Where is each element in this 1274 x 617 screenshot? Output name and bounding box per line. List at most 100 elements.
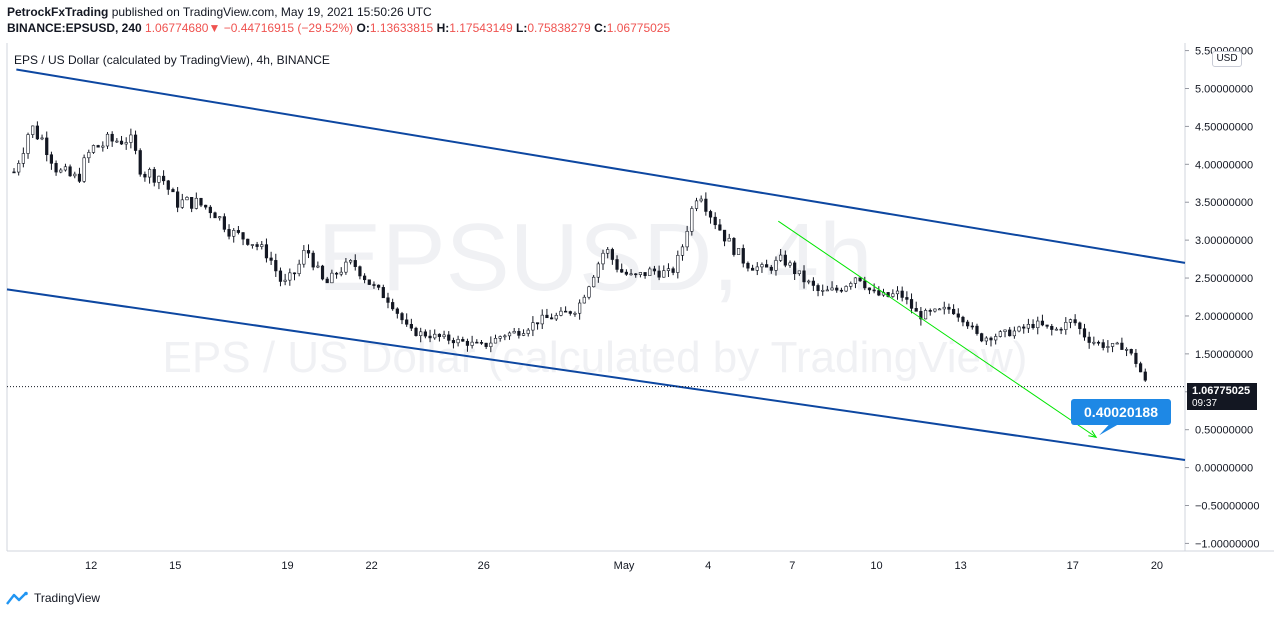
candle-down: [564, 310, 568, 313]
candle-down: [334, 272, 339, 275]
price-axis[interactable]: 5.500000005.000000004.500000004.00000000…: [1185, 46, 1260, 551]
candle-down: [643, 272, 647, 276]
close-value: 1.06775025: [606, 21, 671, 35]
candle-up: [101, 145, 105, 148]
candle-down: [133, 134, 138, 151]
x-tick-label: 10: [870, 560, 882, 572]
candle-down: [989, 337, 993, 341]
candle-down: [980, 333, 984, 342]
candle-up: [344, 261, 348, 273]
candle-down: [325, 278, 329, 284]
candle-up: [821, 289, 825, 292]
candle-down: [1082, 328, 1087, 338]
chart-frame: [6, 43, 1274, 552]
candle-up: [31, 125, 35, 135]
candle-up: [105, 133, 110, 147]
candle-down: [12, 171, 16, 174]
candle-down: [311, 252, 315, 268]
channel-lines[interactable]: [6, 68, 1186, 462]
candle-up: [629, 273, 633, 276]
x-tick-label: 26: [478, 560, 490, 572]
last-price-value: 1.06775025: [1192, 385, 1251, 397]
candle-down: [227, 229, 231, 237]
watermark-symbol: EPSUSD, 4h: [318, 204, 873, 311]
candle-up: [456, 339, 460, 344]
candle-up: [844, 286, 848, 292]
candle-up: [91, 145, 96, 153]
candle-up: [129, 134, 133, 143]
candle-down: [306, 250, 311, 254]
candle-down: [535, 322, 540, 325]
candle-down: [414, 327, 418, 336]
candle-down: [138, 150, 142, 175]
candle-down: [769, 266, 773, 271]
candle-down: [634, 273, 638, 276]
candle-down: [465, 340, 470, 346]
candle-down: [54, 163, 58, 173]
candle-down: [475, 341, 479, 344]
candle-up: [699, 198, 703, 202]
candle-down: [1138, 363, 1143, 373]
open-label: O:: [356, 21, 370, 35]
candle-up: [21, 153, 25, 164]
candle-down: [405, 319, 409, 325]
x-tick-label: 7: [789, 560, 795, 572]
candle-down: [1031, 323, 1035, 329]
projection-arrow[interactable]: [778, 220, 1121, 438]
candle-down: [610, 249, 614, 260]
candle-up: [601, 252, 605, 265]
candle-down: [152, 169, 156, 183]
candle-up: [87, 152, 91, 159]
candle-up: [521, 333, 526, 336]
candle-up: [1054, 328, 1059, 331]
candle-up: [73, 173, 77, 177]
y-tick-label: 2.50000000: [1195, 273, 1253, 285]
candle-down: [274, 260, 278, 272]
candle-up: [648, 268, 652, 276]
candle-down: [400, 313, 404, 321]
x-tick-label: 17: [1067, 560, 1079, 572]
candle-up: [470, 341, 474, 346]
author-name[interactable]: PetrockFxTrading: [7, 5, 109, 19]
candle-down: [708, 211, 713, 218]
currency-button[interactable]: USD: [1212, 51, 1242, 67]
candle-up: [830, 287, 834, 291]
candle-down: [620, 269, 624, 273]
candle-down: [909, 299, 914, 309]
last-price-tag: 1.06775025 09:37: [1187, 383, 1257, 410]
bar-countdown: 09:37: [1192, 398, 1218, 409]
candle-up: [442, 334, 446, 337]
candle-down: [1059, 328, 1063, 331]
candle-down: [213, 212, 217, 219]
candle-up: [283, 279, 287, 282]
candle-down: [437, 333, 442, 337]
candle-up: [685, 231, 689, 248]
candle-down: [367, 279, 371, 285]
candle-down: [292, 272, 297, 275]
candle-down: [671, 268, 675, 273]
candle-up: [736, 248, 741, 255]
candle-down: [783, 254, 787, 266]
candle-up: [26, 134, 30, 154]
target-callout[interactable]: 0.40020188: [1071, 399, 1171, 425]
symbol-label[interactable]: BINANCE:EPSUSD, 240: [7, 21, 142, 35]
tradingview-brand[interactable]: TradingView: [6, 591, 100, 605]
candle-down: [77, 173, 82, 182]
x-tick-label: 22: [365, 560, 377, 572]
candle-down: [377, 284, 381, 288]
candle-down: [816, 285, 820, 292]
candle-down: [872, 289, 876, 292]
candle-up: [587, 286, 591, 298]
candle-down: [68, 166, 72, 177]
candle-down: [320, 265, 325, 280]
candle-up: [507, 332, 512, 337]
time-axis[interactable]: 12 15 19 22 26 May 4 7 10 13 17 20: [85, 560, 1163, 572]
candle-down: [190, 197, 194, 209]
y-tick-label: 5.00000000: [1195, 83, 1253, 95]
candle-down: [447, 334, 451, 341]
candle-up: [774, 260, 778, 271]
candle-up: [592, 276, 596, 288]
candle-down: [381, 287, 385, 299]
candle-up: [489, 342, 493, 347]
